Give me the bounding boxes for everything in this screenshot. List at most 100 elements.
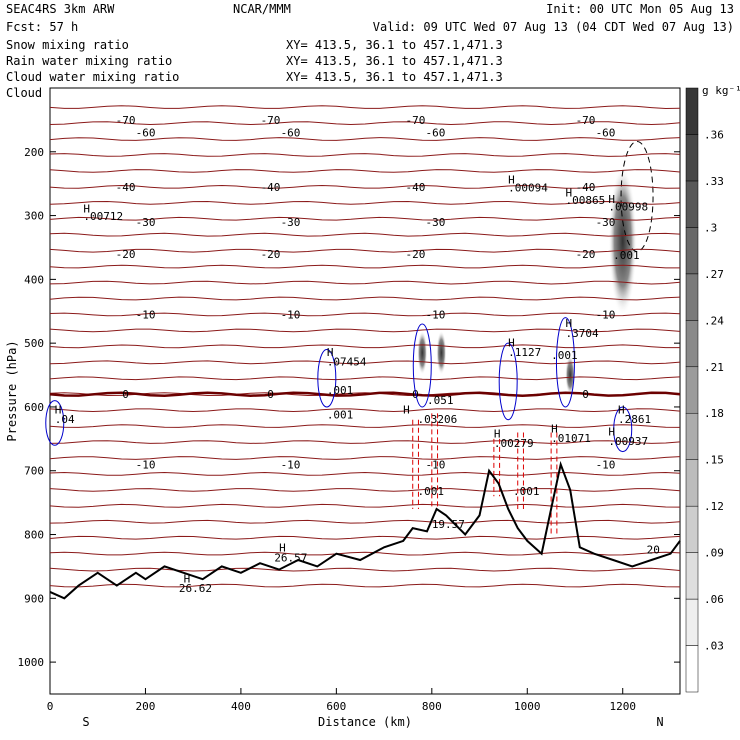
isotherm-label: -60 xyxy=(425,127,445,140)
isotherm-label: -30 xyxy=(136,216,156,229)
isotherm-label: -10 xyxy=(136,308,156,321)
isotherm-label: -10 xyxy=(596,308,616,321)
value-annotation: .001 xyxy=(613,249,640,262)
colorbar-bin xyxy=(685,227,699,275)
isotherm-label: -70 xyxy=(405,114,425,127)
colorbar-label: .3 xyxy=(704,221,717,234)
cloud-water-contour xyxy=(412,323,432,408)
value-annotation: .2861 xyxy=(618,413,651,426)
init-time: Init: 00 UTC Mon 05 Aug 13 xyxy=(546,2,734,16)
colorbar-label: .24 xyxy=(704,314,724,327)
colorbar-label: .09 xyxy=(704,547,724,560)
value-annotation: .001 xyxy=(327,408,354,421)
value-annotation: H xyxy=(403,403,410,416)
x-start-label: S xyxy=(82,715,89,729)
value-annotation: .03206 xyxy=(418,413,458,426)
field-name: Cloud water mixing ratio xyxy=(6,70,179,84)
value-annotation: 26.62 xyxy=(179,582,212,595)
isotherm-label: -10 xyxy=(425,458,445,471)
value-annotation: H xyxy=(184,572,191,585)
snow-contour xyxy=(620,140,654,252)
colorbar-bin xyxy=(685,645,699,693)
colorbar-bin xyxy=(685,180,699,228)
isotherm-line xyxy=(49,248,681,253)
isotherm-label: -70 xyxy=(576,114,596,127)
colorbar-label: .21 xyxy=(704,361,724,374)
y-tick-label: 200 xyxy=(24,146,44,159)
colorbar-bin xyxy=(685,412,699,460)
isotherm-line xyxy=(49,184,681,189)
isotherm-line xyxy=(49,567,681,572)
isotherm-label: -40 xyxy=(405,181,425,194)
value-annotation: .07454 xyxy=(327,355,367,368)
temperature-contours: -70 -70 -70 -70-60 -60 -60 -60-40 -40 -40 -40-30-… xyxy=(49,105,681,588)
colorbar-bin xyxy=(685,87,699,135)
isotherm-label: -60 xyxy=(136,127,156,140)
isotherm-label: -10 xyxy=(281,308,301,321)
value-annotation: H xyxy=(508,336,515,349)
y-tick-label: 900 xyxy=(24,592,44,605)
isotherm-label: -60 xyxy=(596,127,616,140)
cloud-water-contour xyxy=(555,317,575,408)
isotherm-line xyxy=(49,583,681,588)
colorbar-label: .15 xyxy=(704,454,724,467)
isotherm-line xyxy=(49,264,680,269)
isotherm-line xyxy=(49,216,681,221)
colorbar-bin xyxy=(685,552,699,600)
value-annotation: H xyxy=(618,403,625,416)
isotherm-line xyxy=(49,137,681,141)
isotherm-line xyxy=(49,200,681,205)
isotherm-line xyxy=(49,153,681,157)
isotherm-label: -20 xyxy=(405,248,425,261)
x-tick-label: 400 xyxy=(231,700,251,713)
field-name: Rain water mixing ratio xyxy=(6,54,172,68)
colorbar-bin xyxy=(685,134,699,182)
y-tick-label: 300 xyxy=(24,210,44,223)
isotherm-line xyxy=(49,488,681,492)
value-annotation: .01071 xyxy=(551,432,591,445)
terrain-profile xyxy=(49,460,681,600)
isotherm-label: -30 xyxy=(596,216,616,229)
terrain-line xyxy=(49,460,681,600)
colorbar-bin xyxy=(685,366,699,414)
isotherm-line xyxy=(49,312,681,317)
run-title: SEAC4RS 3km ARW xyxy=(6,2,115,16)
x-tick-label: 600 xyxy=(326,700,346,713)
colorbar-label: .36 xyxy=(704,128,724,141)
colorbar-bin xyxy=(685,320,699,368)
isotherm-label: -60 xyxy=(281,127,301,140)
x-tick-label: 1000 xyxy=(514,700,541,713)
isotherm-label: 0 xyxy=(122,388,129,401)
field-xy: XY= 413.5, 36.1 to 457.1,471.3 xyxy=(286,38,503,52)
y-tick-label: 500 xyxy=(24,337,44,350)
value-annotation: H xyxy=(565,317,572,330)
colorbar-label: .12 xyxy=(704,500,724,513)
isotherm-label: -70 xyxy=(116,114,136,127)
value-annotation: .00998 xyxy=(608,200,648,213)
isotherm-label: -30 xyxy=(281,216,301,229)
isotherm-label: -20 xyxy=(261,248,281,261)
isotherm-line xyxy=(49,360,681,365)
x-tick-label: 0 xyxy=(47,700,54,713)
isotherm-label: -10 xyxy=(281,458,301,471)
isotherm-line xyxy=(49,551,681,556)
value-annotation: H xyxy=(83,202,90,215)
ice-patch xyxy=(436,330,447,375)
x-tick-label: 1200 xyxy=(609,700,636,713)
isotherm-line xyxy=(49,105,681,110)
value-annotation: .04 xyxy=(55,413,75,426)
value-annotation: H xyxy=(551,422,558,435)
field-annotations: H.00094 H.00865 H.00998H.00712.001H.3704H.… xyxy=(55,174,660,595)
value-annotation: H xyxy=(494,428,501,441)
value-annotation: H xyxy=(327,346,334,359)
value-annotation: .1127 xyxy=(508,346,541,359)
isotherm-label: -40 xyxy=(576,181,596,194)
colorbar-label: .03 xyxy=(704,640,724,653)
cloud-water-contour xyxy=(45,400,65,446)
y-tick-label: 700 xyxy=(24,465,44,478)
isotherm-line xyxy=(49,328,681,333)
isotherm-label: -40 xyxy=(261,181,281,194)
valid-time: Valid: 09 UTC Wed 07 Aug 13 (04 CDT Wed … xyxy=(373,20,734,34)
field-xy: XY= 413.5, 36.1 to 457.1,471.3 xyxy=(286,70,503,84)
